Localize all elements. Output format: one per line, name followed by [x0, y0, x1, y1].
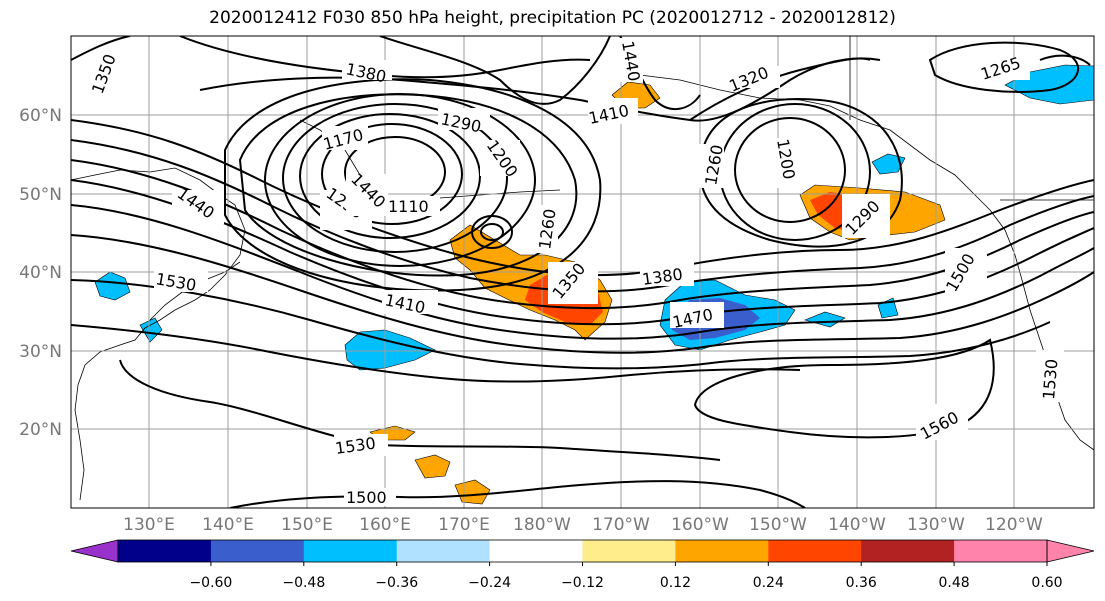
contour-low-ring-6	[238, 93, 578, 277]
coast-east-asia	[71, 167, 246, 501]
colorbar-tick-label: 0.36	[846, 575, 877, 591]
colorbar-segment	[582, 540, 676, 562]
colorbar-segment	[861, 540, 955, 562]
contour-flow-4	[71, 179, 1094, 326]
shade-negative-small-1	[804, 311, 846, 328]
contour-east-low-1	[734, 117, 846, 223]
contour-1380-north	[179, 36, 591, 79]
map-area: 1350 1380 1440 1320 1265 1410 1290 1170 …	[71, 36, 1094, 508]
lat-label: 50°N	[19, 185, 62, 205]
lon-label: 140°E	[202, 515, 254, 535]
contour-label: 1500	[346, 488, 387, 507]
colorbar-segment	[118, 540, 212, 562]
lon-label: 160°W	[671, 515, 729, 535]
shade-negative-alaska-coast	[871, 153, 906, 175]
lon-label: 150°W	[749, 515, 807, 535]
lat-label: 30°N	[19, 342, 62, 362]
lon-label: 170°W	[592, 515, 650, 535]
colorbar-segment	[210, 540, 305, 562]
shade-negative-mid-pacific	[344, 329, 436, 371]
colorbar-tick-label: −0.60	[189, 575, 232, 591]
lon-label: 130°W	[907, 515, 965, 535]
contour-east-low-3	[698, 98, 903, 248]
height-contours	[71, 36, 1094, 508]
coast-alaska	[639, 74, 991, 211]
colorbar-extend-right	[1046, 539, 1095, 563]
coast-north-america	[989, 209, 1094, 451]
contour-1350-north	[71, 36, 131, 61]
colorbar-tick-label: 0.48	[939, 575, 970, 591]
shade-positive-south-1	[414, 454, 451, 479]
lon-label: 160°E	[359, 515, 411, 535]
colorbar-tick-label: −0.12	[561, 575, 604, 591]
contour-low-ring-7	[224, 78, 602, 292]
colorbar-tick-label: −0.36	[375, 575, 418, 591]
colorbar-tick-label: −0.48	[282, 575, 325, 591]
lat-label: 20°N	[19, 420, 62, 440]
colorbar-segments	[118, 540, 1048, 562]
contour-label: 1110	[388, 197, 429, 216]
shade-negative-korea	[139, 317, 163, 343]
lat-label: 60°N	[19, 106, 62, 126]
lon-label: 120°W	[985, 515, 1043, 535]
colorbar-extend-left	[70, 539, 119, 563]
map-title: 2020012412 F030 850 hPa height, precipit…	[209, 8, 896, 28]
contour-low-ring-4	[282, 103, 508, 253]
colorbar-ticks: −0.60 −0.48 −0.36 −0.24 −0.12 0.12 0.24 0.36 0.4…	[189, 562, 1063, 591]
colorbar-segment	[675, 540, 769, 562]
contour-1320-north	[689, 57, 871, 121]
contour-flow-5	[71, 204, 1094, 340]
contour-flow-7	[71, 279, 1051, 370]
colorbar-tick-label: −0.24	[468, 575, 511, 591]
contour-north-loop	[928, 41, 1080, 93]
colorbar-segment	[396, 540, 491, 562]
contour-south-high	[693, 338, 995, 439]
contour-small-low-2	[480, 223, 504, 241]
contour-flow-2	[71, 139, 1094, 293]
colorbar-tick-label: 0.60	[1031, 575, 1062, 591]
contour-pacific-north-loop	[379, 36, 611, 105]
colorbar-segment	[489, 540, 583, 562]
colorbar-tick-label: 0.12	[660, 575, 691, 591]
colorbar-segment	[303, 540, 398, 562]
latitude-labels: 60°N 50°N 40°N 30°N 20°N	[19, 106, 62, 440]
map-frame	[70, 35, 1095, 509]
contour-flow-1	[71, 119, 1094, 277]
contour-north-loop-2	[1039, 54, 1091, 66]
lon-label: 130°E	[123, 515, 175, 535]
colorbar-segment	[768, 540, 862, 562]
contour-flow-8	[71, 324, 801, 383]
contour-1500-south	[229, 480, 806, 508]
colorbar: −0.60 −0.48 −0.36 −0.24 −0.12 0.12 0.24 0.36 0.4…	[70, 539, 1095, 591]
contour-small-low	[471, 215, 513, 249]
lon-label: 180°W	[513, 515, 571, 535]
longitude-labels: 130°E 140°E 150°E 160°E 170°E 180°W 170°…	[123, 515, 1043, 535]
colorbar-segment	[954, 540, 1048, 562]
colorbar-tick-label: 0.24	[753, 575, 784, 591]
contour-label: 1530	[1039, 358, 1061, 400]
contour-flow-6	[71, 234, 1094, 354]
lon-label: 150°E	[281, 515, 333, 535]
lon-label: 140°W	[828, 515, 886, 535]
contour-low-ring-2	[321, 123, 463, 225]
lat-label: 40°N	[19, 263, 62, 283]
lon-label: 170°E	[438, 515, 490, 535]
